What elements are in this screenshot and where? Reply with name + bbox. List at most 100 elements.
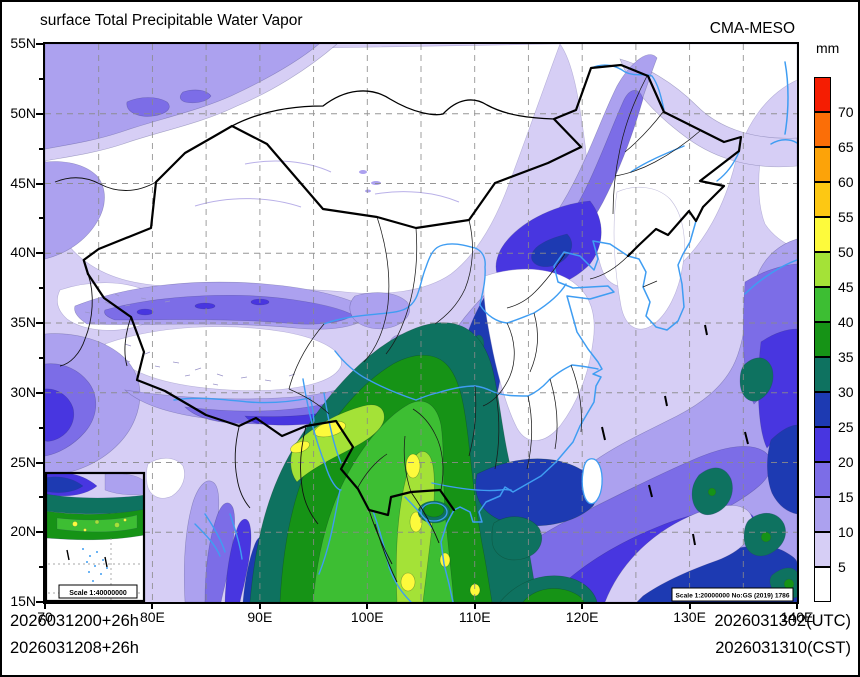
colorbar-label: 20 [838, 454, 854, 470]
footer-init-cst: 2026031208+26h [10, 639, 139, 657]
lon-tick [473, 603, 476, 609]
lat-label: 45N [10, 174, 36, 191]
lat-tick [36, 461, 44, 464]
main-scale: Scale 1:20000000 No:GS (2019) 1786 [671, 587, 794, 602]
colorbar-label: 40 [838, 314, 854, 330]
field-ocean-bands [374, 238, 797, 602]
lat-label: 20N [10, 523, 36, 540]
inset-scale-box [58, 584, 138, 599]
colorbar-label: 15 [838, 489, 854, 505]
lat-minor-tick [39, 426, 44, 429]
plot-title: surface Total Precipitable Water Vapor [40, 12, 303, 29]
faint-contours [194, 160, 460, 208]
taiwan-island [581, 458, 603, 505]
lat-minor-tick [39, 566, 44, 569]
lat-tick [36, 531, 44, 534]
lat-tick [36, 391, 44, 394]
colorbar-segment [814, 567, 831, 602]
lat-label: 15N [10, 593, 36, 609]
colorbar-unit: mm [816, 40, 840, 56]
map-plot: Scale 1:40000000 Scale 1:20000000 No:GS … [43, 42, 799, 604]
graticule [45, 44, 797, 602]
lon-label: 70 [37, 609, 53, 625]
lat-label: 35N [10, 314, 36, 330]
colorbar-segment [814, 217, 831, 252]
lat-label: 25N [10, 453, 36, 470]
colorbar-segment [814, 147, 831, 182]
coastlines [440, 61, 797, 602]
china-border [82, 63, 743, 517]
footer-valid-utc: 2026031302(UTC) [714, 612, 851, 630]
inset-scale-label: Scale 1:40000000 [69, 590, 127, 597]
lat-tick [36, 252, 44, 255]
colorbar-segment [814, 462, 831, 497]
mongolia-lakes [359, 170, 381, 193]
colorbar-label: 5 [838, 559, 846, 575]
colorbar-segment [814, 532, 831, 567]
rivers [173, 64, 740, 602]
lat-tick [36, 112, 44, 115]
lon-tick [581, 603, 584, 609]
footer-init-utc: 2026031200+26h [10, 612, 139, 630]
colorbar-segment [814, 112, 831, 147]
inset-border [45, 471, 146, 602]
lat-tick [36, 43, 44, 45]
island-marks [601, 324, 749, 546]
lat-minor-tick [39, 77, 44, 80]
colorbar-segment [814, 287, 831, 322]
colorbar-segment [814, 322, 831, 357]
lon-tick [796, 603, 798, 609]
lon-tick [258, 603, 261, 609]
lat-tick [36, 322, 44, 324]
colorbar-label: 50 [838, 244, 854, 260]
lat-tick [36, 601, 44, 603]
lat-label: 30N [10, 383, 36, 400]
foreign-borders [54, 177, 440, 583]
colorbar-label: 55 [838, 209, 854, 225]
lat-label: 50N [10, 104, 36, 121]
colorbar-label: 10 [838, 524, 854, 540]
colorbar-segment [814, 497, 831, 532]
colorbar-segment [814, 182, 831, 217]
lat-tick [36, 182, 44, 185]
main-scale-box [671, 587, 794, 602]
colorbar-segment [814, 392, 831, 427]
mongolia-russia-border [231, 90, 555, 127]
colorbar-label: 65 [838, 139, 854, 155]
lon-label: 110E [458, 609, 491, 625]
model-name: CMA-MESO [709, 20, 795, 37]
field-north-band [45, 44, 797, 168]
lon-label: 120E [565, 609, 599, 625]
colorbar-segment [814, 252, 831, 287]
inset-island-marks [66, 549, 108, 568]
field-east-white [146, 186, 685, 499]
main-scale-label: Scale 1:20000000 No:GS (2019) 1786 [676, 593, 790, 600]
colorbar-label: 45 [838, 279, 854, 295]
map-svg: Scale 1:40000000 Scale 1:20000000 No:GS … [45, 44, 797, 602]
field-west-bands [45, 161, 433, 602]
lon-label: 80E [139, 609, 165, 625]
lat-label: 55N [10, 35, 36, 51]
colorbar-label: 25 [838, 419, 854, 435]
footer-valid-cst: 2026031310(CST) [715, 639, 851, 657]
colorbar-label: 35 [838, 349, 854, 365]
lon-label: 100E [350, 609, 384, 625]
lat-label: 40N [10, 244, 36, 261]
colorbar-segment [814, 427, 831, 462]
lat-minor-tick [39, 217, 44, 220]
colorbar-segment [814, 77, 831, 112]
lat-minor-tick [39, 147, 44, 150]
lon-label: 90E [247, 609, 273, 625]
lat-minor-tick [39, 496, 44, 499]
lat-minor-tick [39, 356, 44, 359]
lon-tick [44, 603, 46, 609]
colorbar-label: 30 [838, 384, 854, 400]
province-borders [288, 75, 701, 493]
hainan-outline [420, 502, 448, 522]
inset-map: Scale 1:40000000 [45, 471, 146, 602]
lat-minor-tick [39, 287, 44, 290]
lon-label: 140E [780, 609, 814, 625]
colorbar-label: 70 [838, 104, 854, 120]
colorbar-label: 60 [838, 174, 854, 190]
